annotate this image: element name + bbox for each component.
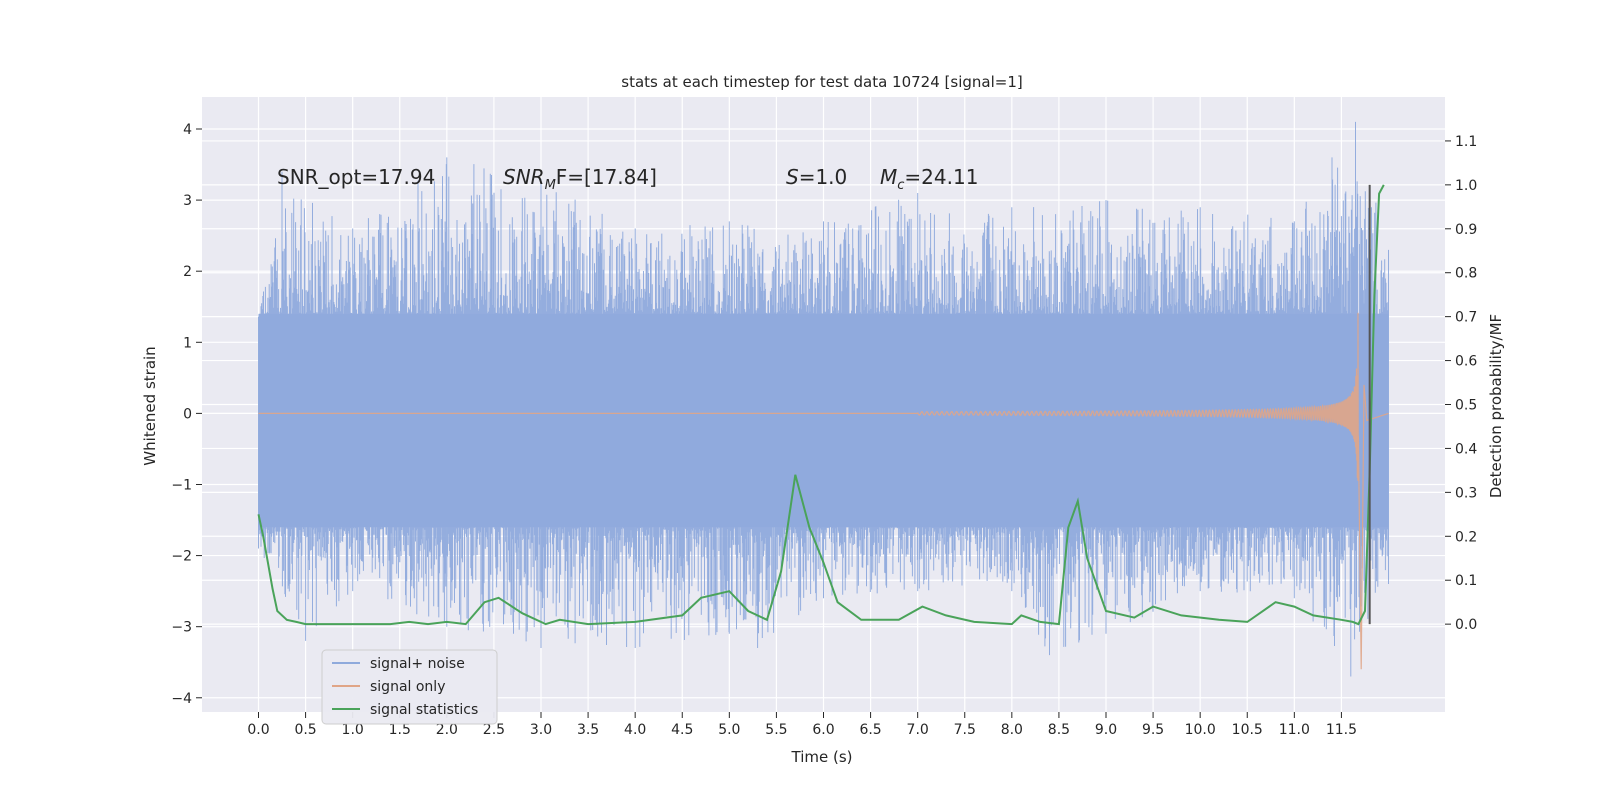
x-tick-label: 5.5 [765,722,787,738]
x-tick-label: 1.5 [389,722,411,738]
annotation-s-value: =1.0 [799,165,848,189]
x-tick-label: 7.0 [907,722,929,738]
x-tick-label: 3.5 [577,722,599,738]
annotation-mc-sub: c [897,178,904,193]
annotation-snr-mf-base: SNR [503,165,545,189]
x-tick-label: 2.0 [436,722,458,738]
y-left-tick-label: 1 [183,335,192,351]
x-tick-label: 9.0 [1095,722,1117,738]
annotation-mc-var: M [880,165,897,189]
x-tick-label: 0.5 [294,722,316,738]
y-left-tick-label: −1 [171,477,192,493]
y-right-tick-label: 0.1 [1455,573,1477,589]
y-left-tick-label: −4 [171,691,192,707]
y-right-tick-label: 0.8 [1455,266,1477,282]
signal-only-series [258,312,1389,670]
x-tick-label: 3.0 [530,722,552,738]
x-tick-label: 4.5 [671,722,693,738]
legend: signal+ noise signal only signal statist… [321,649,498,725]
annotation-mc-value: =24.11 [904,165,978,189]
x-tick-label: 11.5 [1326,722,1357,738]
x-axis-label: Time (s) [791,748,853,766]
y-left-tick-label: 3 [183,193,192,209]
x-tick-label: 0.0 [247,722,269,738]
y-right-tick-label: 0.9 [1455,222,1477,238]
annotation-snr-opt: SNR_opt=17.94 [277,165,435,189]
noise-spikes [258,121,1389,677]
y-right-tick-label: 0.3 [1455,485,1477,501]
x-tick-label: 5.0 [718,722,740,738]
y-left-tick-label: −2 [171,549,192,565]
y-axis-left-ticks: −4 −3 −2 −1 0 1 2 3 4 [171,122,202,707]
annotation-mc: Mc=24.11 [880,165,978,193]
signal-chirp-line [258,312,1389,670]
y-right-tick-label: 1.1 [1455,134,1477,150]
chart-title: stats at each timestep for test data 107… [621,73,1022,91]
x-tick-label: 10.5 [1232,722,1263,738]
x-axis-ticks: 0.0 0.5 1.0 1.5 2.0 2.5 3.0 3.5 4.0 4.5 5.0 5.5 6.0 6… [247,712,1357,738]
annotation-s-var: S [786,165,799,189]
y-axis-left-label: Whitened strain [141,346,159,465]
annotation-s: S=1.0 [786,165,847,189]
x-tick-label: 8.0 [1001,722,1023,738]
x-tick-label: 1.0 [342,722,364,738]
legend-label-noise: signal+ noise [370,656,465,672]
x-tick-label: 2.5 [483,722,505,738]
x-tick-label: 7.5 [954,722,976,738]
y-axis-right-ticks: 0.0 0.1 0.2 0.3 0.4 0.5 0.6 0.7 0.8 0.9 1.0 1.1 [1445,134,1477,633]
legend-label-signal: signal only [370,679,445,695]
x-tick-label: 10.0 [1185,722,1216,738]
x-tick-label: 8.5 [1048,722,1070,738]
annotation-snr-mf: SNRMF=[17.84] [503,165,657,193]
y-right-tick-label: 0.5 [1455,398,1477,414]
x-tick-label: 6.0 [812,722,834,738]
y-right-tick-label: 0.0 [1455,617,1477,633]
annotation-snr-mf-rest: F=[17.84] [556,165,657,189]
y-left-tick-label: 0 [183,406,192,422]
y-right-tick-label: 0.2 [1455,529,1477,545]
y-left-tick-label: 2 [183,264,192,280]
y-right-tick-label: 1.0 [1455,178,1477,194]
y-left-tick-label: 4 [183,122,192,138]
legend-label-stats: signal statistics [370,702,478,718]
y-axis-right-label: Detection probability/MF [1487,314,1505,498]
signal-statistics-line [257,184,1385,626]
x-tick-label: 6.5 [859,722,881,738]
x-tick-label: 4.0 [624,722,646,738]
signal-noise-series [258,121,1389,677]
y-left-tick-label: −3 [171,620,192,636]
y-right-tick-label: 0.7 [1455,310,1477,326]
x-tick-label: 9.5 [1142,722,1164,738]
legend-box [321,649,498,725]
y-right-tick-label: 0.4 [1455,441,1477,457]
annotation-snr-mf-sub: M [545,178,556,193]
signal-statistics-series [257,184,1385,626]
y-right-tick-label: 0.6 [1455,354,1477,370]
x-tick-label: 11.0 [1279,722,1310,738]
